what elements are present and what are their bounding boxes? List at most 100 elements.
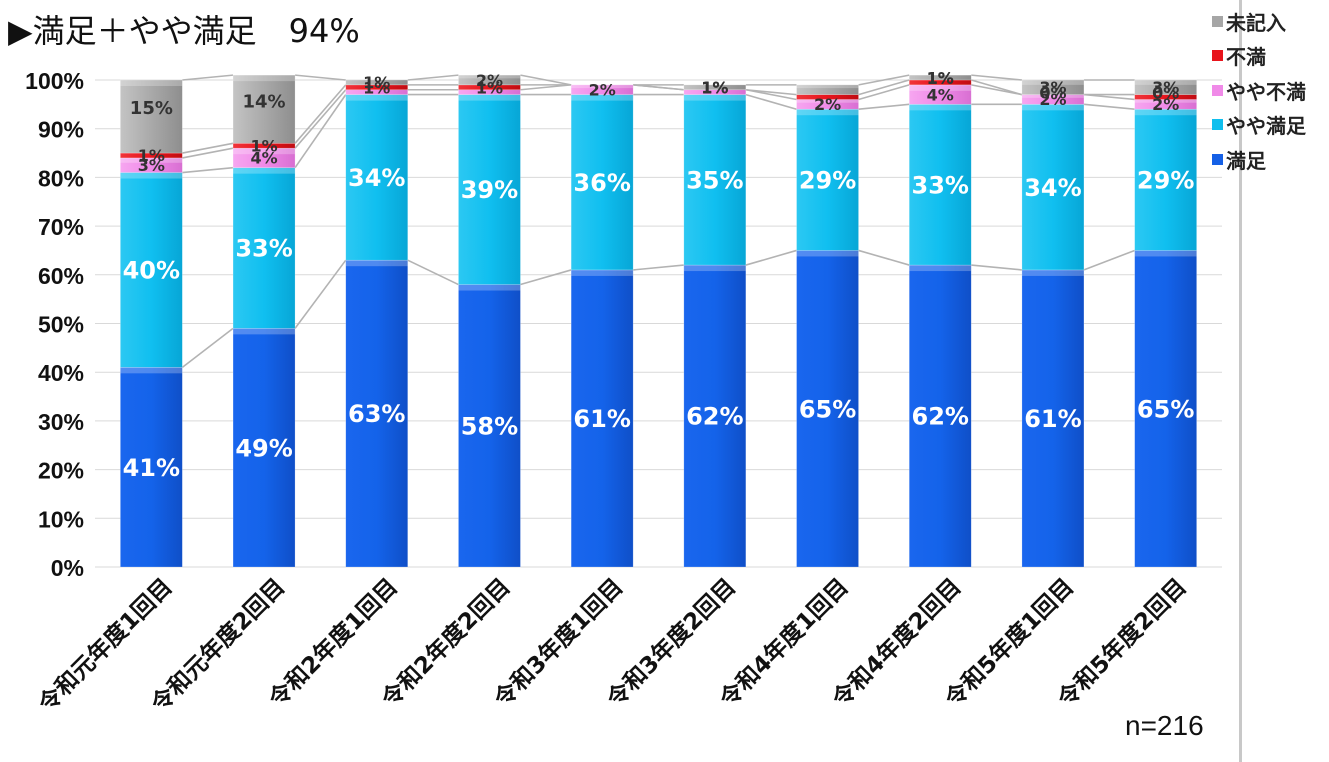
- bar-segment-satisfied: [908, 264, 972, 568]
- connector-line: [633, 84, 684, 91]
- x-axis: 令和元年度1回目令和元年度2回目令和2年度1回目令和2年度2回目令和3年度1回目…: [33, 573, 1192, 717]
- data-label-somewhat_dissatisfied: 2%: [589, 81, 616, 100]
- connector-line: [1083, 103, 1135, 111]
- data-label-dissatisfied: 1%: [250, 137, 277, 156]
- bar-segment-highlight: [233, 328, 296, 335]
- connector-line: [858, 74, 910, 86]
- bar-segment-highlight: [1021, 269, 1084, 276]
- data-label-somewhat_satisfied: 33%: [912, 171, 969, 199]
- data-label-satisfied: 58%: [461, 412, 518, 440]
- y-tick-label: 30%: [38, 409, 84, 435]
- bar-segment-dissatisfied: [458, 84, 521, 91]
- y-tick-label: 50%: [38, 312, 84, 338]
- bar-segment-highlight: [571, 269, 634, 276]
- y-tick-label: 40%: [38, 360, 84, 386]
- bar-segment-highlight: [120, 157, 183, 163]
- bar-segment-satisfied: [458, 284, 521, 568]
- data-label-somewhat_satisfied: 40%: [123, 257, 180, 285]
- data-label-somewhat_dissatisfied: 4%: [927, 85, 954, 104]
- connector-line: [520, 74, 572, 86]
- connector-line: [745, 93, 797, 110]
- connector-line: [520, 269, 572, 286]
- bar-segment-highlight: [683, 265, 746, 272]
- data-label-somewhat_dissatisfied: 2%: [1039, 90, 1066, 109]
- connector-line: [971, 264, 1023, 271]
- bars: [120, 74, 1197, 568]
- bar-segment-highlight: [458, 75, 521, 79]
- data-label-somewhat_satisfied: 34%: [348, 164, 405, 192]
- bar-segment-somewhat_satisfied: [458, 94, 521, 285]
- connector-line: [971, 74, 1023, 81]
- bar-segment-somewhat_satisfied: [570, 94, 634, 271]
- data-label-unanswered: 15%: [130, 98, 173, 119]
- connector-line: [858, 249, 910, 266]
- legend-item-unanswered: 未記入: [1212, 4, 1306, 39]
- data-label-satisfied: 65%: [1137, 395, 1194, 423]
- bar-segment-somewhat_satisfied: [1021, 104, 1085, 271]
- legend-swatch: [1212, 15, 1223, 27]
- bar-segment-satisfied: [345, 259, 409, 568]
- bar-segment-somewhat_satisfied: [232, 167, 296, 329]
- bar-segment-highlight: [1134, 80, 1197, 85]
- bar-segment-unanswered: [796, 84, 859, 95]
- bar-segment-somewhat_satisfied: [345, 94, 409, 261]
- bar-segment-highlight: [683, 94, 746, 101]
- connector-line: [182, 147, 234, 159]
- connector-line: [858, 103, 910, 111]
- y-axis: 0% 10% 20% 30% 40% 50% 60% 70% 80% 90% 100%: [25, 68, 84, 581]
- bar-segment-highlight: [120, 367, 183, 374]
- data-label-somewhat_satisfied: 29%: [1137, 166, 1194, 194]
- data-label-somewhat_dissatisfied: 2%: [1152, 95, 1179, 114]
- connector-line: [407, 74, 459, 81]
- bar-segment-unanswered: [458, 74, 521, 86]
- data-label-satisfied: 63%: [348, 400, 405, 428]
- bar-segment-unanswered: [908, 74, 972, 81]
- data-label-satisfied: 41%: [123, 454, 180, 482]
- data-label-somewhat_satisfied: 39%: [461, 176, 518, 204]
- connector-line: [745, 88, 797, 101]
- data-label-somewhat_satisfied: 34%: [1024, 174, 1081, 202]
- bar-segment-highlight: [1021, 80, 1084, 85]
- bar-segment-highlight: [233, 75, 296, 82]
- legend-label: 満足: [1226, 148, 1266, 173]
- data-label-somewhat_dissatisfied: 2%: [814, 95, 841, 114]
- bar-segment-satisfied: [1021, 269, 1085, 568]
- data-label-satisfied: 65%: [799, 395, 856, 423]
- data-label-satisfied: 61%: [1024, 405, 1081, 433]
- bar-segment-highlight: [796, 250, 859, 257]
- bar-segment-highlight: [796, 84, 859, 89]
- data-label-unanswered: 1%: [701, 78, 728, 97]
- bar-segment-satisfied: [120, 367, 183, 568]
- bar-segment-unanswered: [345, 79, 409, 86]
- connector-line: [294, 94, 347, 169]
- bar-segment-satisfied: [570, 269, 634, 568]
- bar-segment-highlight: [120, 172, 183, 179]
- connector-line: [182, 142, 234, 154]
- connector-line: [745, 88, 797, 96]
- legend: 未記入 不満 やや不満 やや満足 満足: [1212, 4, 1306, 177]
- data-label-dissatisfied: 0%: [1039, 83, 1066, 102]
- connector-line: [182, 166, 234, 174]
- bar-segment-highlight: [796, 99, 859, 103]
- data-label-somewhat_satisfied: 35%: [686, 166, 743, 194]
- connector-line: [294, 259, 347, 329]
- legend-label: やや不満: [1226, 79, 1306, 104]
- y-tick-label: 70%: [38, 214, 84, 240]
- chart-title: ▶満足＋やや満足 94%: [8, 12, 360, 50]
- data-label-somewhat_dissatisfied: 4%: [250, 149, 277, 168]
- legend-item-somewhat_dissatisfied: やや不満: [1212, 73, 1306, 108]
- data-label-unanswered: 3%: [1039, 78, 1066, 97]
- y-tick-label: 60%: [38, 263, 84, 289]
- data-labels: 41%40%3%1%15%49%33%4%1%14%63%34%1%1%58%3…: [123, 68, 1195, 481]
- bar-segment-unanswered: [1021, 79, 1085, 95]
- data-label-unanswered: 1%: [363, 73, 390, 92]
- connector-line: [1083, 249, 1135, 271]
- bar-segment-unanswered: [232, 74, 296, 144]
- connector-line: [520, 84, 572, 91]
- bar-segment-somewhat_satisfied: [796, 108, 859, 251]
- y-tick-label: 90%: [38, 117, 84, 143]
- data-label-unanswered: 2%: [476, 71, 503, 90]
- bar-segment-unanswered: [683, 84, 747, 91]
- bar-segment-somewhat_satisfied: [683, 94, 747, 266]
